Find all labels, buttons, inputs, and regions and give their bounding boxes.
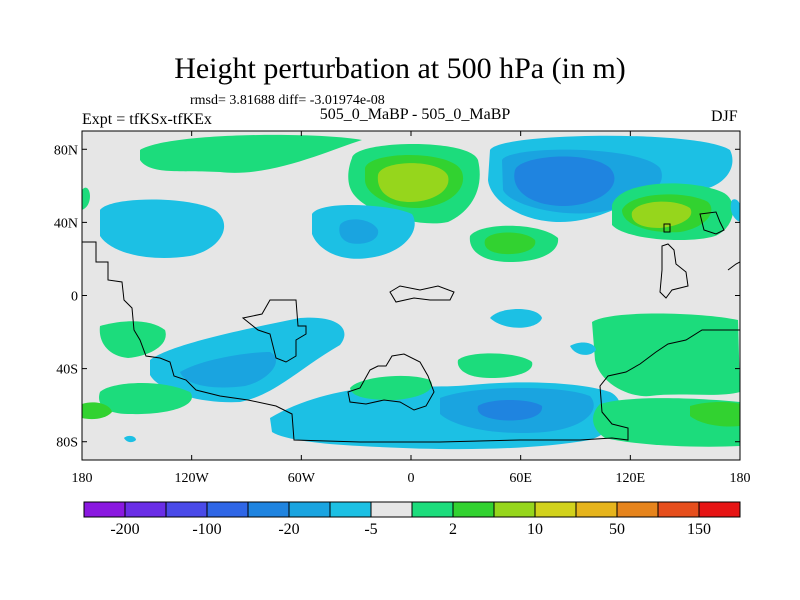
contour-southern-blue-main [477,400,543,421]
colorbar-swatch [493,501,536,518]
colorbar-swatch [698,501,741,518]
coastline-samerica [241,299,307,363]
lon-tick-label: 60E [509,471,532,486]
contour-europe-yellowgreen [377,163,449,202]
colorbar-swatch [288,501,331,518]
colorbar-label: 50 [609,521,625,538]
lat-tick-label: 40S [56,363,78,378]
contour-austral-lime [690,402,740,427]
contour-southern-green-west [350,375,432,400]
colorbar-label: -100 [192,521,221,538]
colorbar-label: -20 [278,521,299,538]
rmsd-diff-stats: rmsd= 3.81688 diff= -3.01974e-08 [190,93,385,108]
coastline-japan [663,211,725,235]
contour-fields [82,134,740,450]
lat-tick-label: 40N [54,216,78,231]
colorbar-label: 150 [687,521,711,538]
colorbar-swatch [329,501,372,518]
contour-asia-blue [514,156,615,206]
colorbar-label: -5 [364,521,377,538]
colorbar-swatch [534,501,577,518]
contour-australia-green [592,313,740,397]
lon-tick-label: 120W [175,471,210,486]
lon-tick-label: 180 [730,471,751,486]
coastline-arabia [389,285,455,303]
colorbar-swatch [83,501,126,518]
coastline-east-edge [727,261,740,331]
lon-tick-label: 0 [408,471,415,486]
lon-tick-label: 120E [616,471,646,486]
colorbar-swatch [575,501,618,518]
colorbar-label: 10 [527,521,543,538]
colorbar-swatch [124,501,167,518]
contour-pacific-yellowgreen [631,201,692,228]
map-title: Height perturbation at 500 hPa (in m) [174,52,626,85]
coastlines [82,211,740,443]
colorbar-swatch [165,501,208,518]
contour-sw-lime [82,402,112,420]
colorbar-swatch [452,501,495,518]
lon-tick-label: 60W [288,471,316,486]
contour-indian-cyan [490,309,542,328]
colorbar-swatch [411,501,454,518]
colorbar-swatch [206,501,249,518]
contour-n-belt-west [140,134,362,173]
latitude-axis: 80N 40N 0 40S 80S [54,143,740,451]
contour-samerica-green [99,382,192,415]
contour-pacific-south-green [99,321,166,358]
colorbar [83,501,741,518]
contour-natl-cyan [100,199,225,258]
lat-tick-label: 80N [54,143,78,158]
coastline-eastasia [659,243,689,299]
contour-east-edge-cyan [730,199,740,222]
experiment-label: Expt = tfKSx-tfKEx [82,111,212,128]
colorbar-label: 2 [449,521,457,538]
colorbar-swatch [370,501,413,518]
contour-mideast-lime [484,232,536,255]
contour-sw-cyan-blob [570,342,596,355]
season-label: DJF [711,108,738,125]
colorbar-swatch [616,501,659,518]
contour-south-sky-west [180,352,276,388]
lat-tick-label: 80S [56,436,78,451]
coastline-africa [347,353,435,411]
contour-atl-sky [339,219,379,244]
contour-n-highlat-green [82,187,90,210]
colorbar-swatch [657,501,700,518]
colorbar-labels: -200 -100 -20 -5 2 10 50 150 [110,521,711,538]
longitude-axis: 180 120W 60W 0 60E 120E 180 [72,131,751,486]
coastline-west-edge [82,241,732,443]
colorbar-label: -200 [110,521,139,538]
lat-tick-label: 0 [71,290,78,305]
colorbar-swatch [247,501,290,518]
lon-tick-label: 180 [72,471,93,486]
contour-indian-south-green [457,353,533,378]
contour-small-cyan [124,435,136,443]
case-label: 505_0_MaBP - 505_0_MaBP [319,106,511,123]
